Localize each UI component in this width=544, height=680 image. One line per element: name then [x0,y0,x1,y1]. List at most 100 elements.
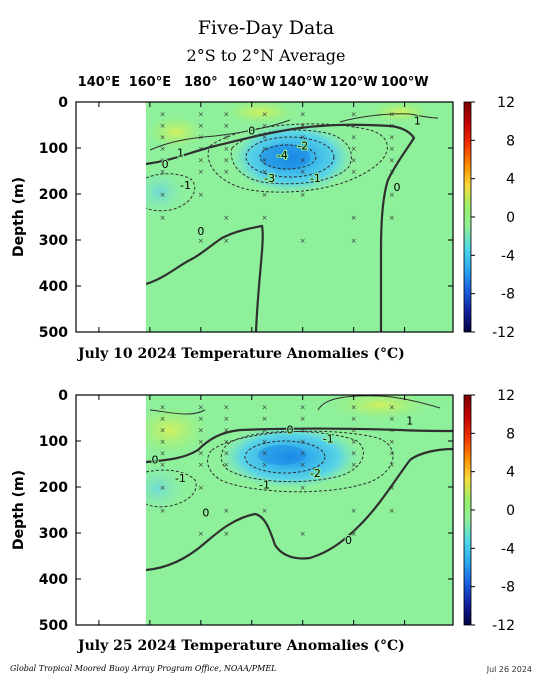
buoy-marker: × [300,111,306,119]
heatmap-field-bottom [146,395,453,625]
buoy-marker: × [160,157,166,165]
contour-label: 0 [248,125,255,138]
buoy-marker: × [262,438,268,446]
x-tick-label: 160°E [129,75,172,90]
colorbar-tick-label: -12 [492,325,515,341]
colorbar-tick-label: -8 [501,580,515,596]
buoy-marker: × [160,134,166,142]
buoy-marker: × [198,438,204,446]
buoy-marker: × [262,168,268,176]
x-tick-label: 140°W [279,75,327,90]
buoy-marker: × [300,145,306,153]
buoy-marker: × [198,415,204,423]
buoy-marker: × [223,415,229,423]
buoy-markers-top: × × × × × × × × × × × × × × × × × × × × × × × × × × × × × × × × × × × × × × × ×… [160,111,395,246]
y-tick-label: 100 [39,141,68,157]
buoy-marker: × [262,404,268,412]
buoy-marker: × [198,134,204,142]
buoy-marker: × [160,404,166,412]
y-tick-label: 200 [39,187,68,203]
buoy-marker: × [389,122,395,130]
buoy-marker: × [262,415,268,423]
contour-label: -2 [310,467,321,480]
panel-top: × × × × × × × × × × × × × × × × × × × × × × × × × × × × × × × × × × × × × × × ×… [11,95,454,362]
colorbar-tick-label: 8 [506,426,515,442]
buoy-marker: × [300,415,306,423]
buoy-marker: × [262,191,268,199]
colorbar-bar [463,394,472,626]
buoy-marker: × [198,122,204,130]
buoy-marker: × [262,507,268,515]
buoy-marker: × [262,461,268,469]
buoy-marker: × [389,168,395,176]
contour-label: -3 [264,172,275,185]
buoy-marker: × [351,450,357,458]
buoy-marker: × [351,438,357,446]
contour-label: 0 [151,453,158,466]
buoy-marker: × [198,111,204,119]
buoy-marker: × [300,134,306,142]
buoy-marker: × [160,484,166,492]
contour-label: 0 [197,225,204,238]
contour-label: 0 [345,534,352,547]
buoy-marker: × [351,461,357,469]
buoy-marker: × [160,145,166,153]
buoy-marker: × [198,191,204,199]
contour-label: 0 [393,181,400,194]
buoy-marker: × [351,145,357,153]
x-tick-label: 180° [184,75,218,90]
buoy-marker: × [351,530,357,538]
plot-frame-top [75,101,454,333]
buoy-marker: × [223,404,229,412]
contour-label: -1 [310,172,321,185]
buoy-marker: × [223,134,229,142]
buoy-marker: × [223,461,229,469]
y-tick-label: 0 [58,95,68,111]
buoy-marker: × [160,427,166,435]
x-tick-label: 160°W [228,75,276,90]
buoy-marker: × [223,111,229,119]
y-tick-label: 300 [39,526,68,542]
buoy-marker: × [160,507,166,515]
colorbar-tick-label: -4 [501,248,515,264]
colorbar-tick-label: 8 [506,133,515,149]
buoy-marker: × [389,484,395,492]
buoy-marker: × [300,157,306,165]
buoy-marker: × [262,122,268,130]
buoy-marker: × [300,122,306,130]
colorbar-tick-label: 4 [506,465,515,481]
buoy-marker: × [300,530,306,538]
buoy-marker: × [223,237,229,245]
buoy-marker: × [351,237,357,245]
colorbar-tick-label: 12 [497,388,515,404]
contour-label: -1 [323,433,334,446]
panel-bottom: × × × × × × × × × × × × × × × × × × × × × × × × × × × × × × × × × × × × × × × ×… [11,388,454,654]
buoy-marker: × [160,191,166,199]
x-tick-label: 100°W [381,75,429,90]
buoy-marker: × [300,237,306,245]
buoy-marker: × [389,507,395,515]
panel-label-top: July 10 2024 Temperature Anomalies (°C) [76,346,405,362]
buoy-marker: × [198,237,204,245]
plot-frame-bottom [75,394,454,626]
buoy-marker: × [351,157,357,165]
buoy-marker: × [160,214,166,222]
y-tick-label: 400 [39,279,68,295]
buoy-marker: × [389,157,395,165]
x-tick-label: 120°W [330,75,378,90]
contour-label: -1 [175,472,186,485]
buoy-marker: × [300,450,306,458]
buoy-marker: × [300,404,306,412]
buoy-marker: × [300,438,306,446]
buoy-marker: × [160,415,166,423]
colorbar-tick-label: -12 [492,618,515,634]
buoy-marker: × [351,507,357,515]
chart-subtitle: 2°S to 2°N Average [187,46,346,65]
colorbar-tick-label: -4 [501,541,515,557]
buoy-marker: × [351,214,357,222]
x-axis-tick-labels: 140°E 160°E 180° 160°W 140°W 120°W 100°W [78,75,429,90]
buoy-marker: × [351,168,357,176]
